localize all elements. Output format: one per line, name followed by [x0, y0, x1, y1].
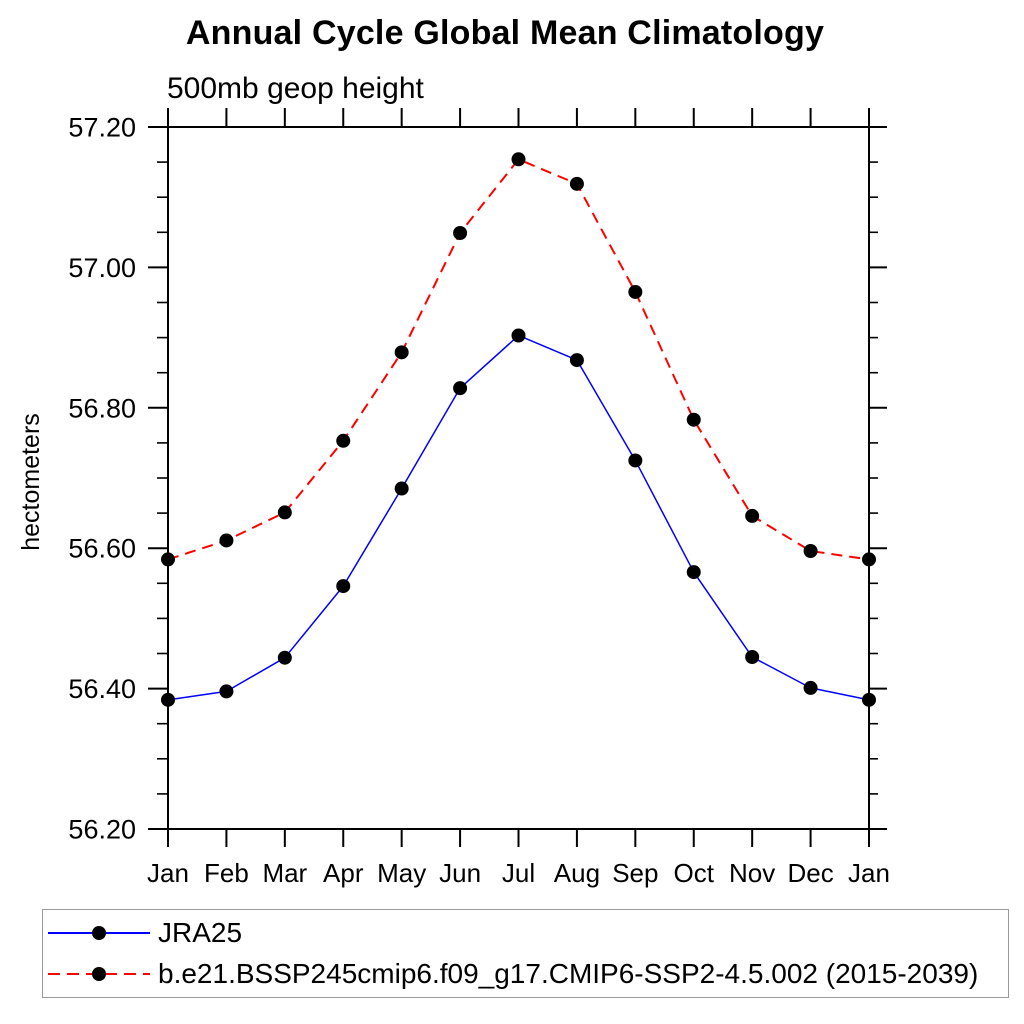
x-tick-label: Aug: [554, 858, 600, 888]
plot-frame: [167, 126, 870, 830]
data-point-marker: [453, 381, 468, 396]
legend-sample-line: [48, 967, 150, 981]
data-point-marker: [511, 152, 526, 167]
data-point-marker: [862, 692, 876, 707]
data-point-marker: [569, 353, 584, 368]
y-tick-label: 57.20: [68, 113, 136, 143]
data-point-marker: [628, 453, 643, 468]
data-point-marker: [862, 552, 876, 567]
data-point-marker: [394, 481, 409, 496]
data-point-marker: [803, 544, 818, 559]
x-tick-label: Sep: [612, 858, 658, 888]
data-point-marker: [277, 650, 292, 665]
series-line: [167, 158, 870, 561]
legend-item: b.e21.BSSP245cmip6.f09_g17.CMIP6-SSP2-4.…: [43, 954, 1008, 995]
data-point-marker: [336, 579, 351, 594]
data-point-marker: [219, 533, 234, 548]
y-tick-label: 56.20: [68, 815, 136, 845]
chart-title: Annual Cycle Global Mean Climatology: [185, 14, 825, 52]
x-tick-label: Apr: [323, 858, 364, 888]
x-tick-label: Jul: [502, 858, 535, 888]
legend-label: JRA25: [158, 917, 243, 948]
data-point-marker: [336, 433, 351, 448]
data-point-marker: [745, 508, 760, 523]
data-point-marker: [569, 176, 584, 191]
y-tick-label: 56.80: [68, 393, 136, 423]
legend-box: JRA25 b.e21.BSSP245cmip6.f09_g17.CMIP6-SS…: [42, 909, 1009, 998]
data-point-marker: [745, 650, 760, 665]
data-point-marker: [161, 552, 175, 567]
data-point-marker: [686, 412, 701, 427]
y-tick-label: 56.40: [68, 674, 136, 704]
legend-marker: [92, 967, 106, 981]
x-tick-label: Nov: [729, 858, 775, 888]
legend-sample-line: [48, 926, 150, 940]
x-tick-label: Mar: [262, 858, 307, 888]
data-point-marker: [453, 226, 468, 241]
data-point-marker: [277, 505, 292, 520]
data-point-marker: [628, 284, 643, 299]
x-tick-label: Jun: [439, 858, 481, 888]
data-point-marker: [219, 684, 234, 699]
legend-label: b.e21.BSSP245cmip6.f09_g17.CMIP6-SSP2-4.…: [158, 958, 979, 989]
legend-marker: [92, 926, 106, 940]
x-tick-label: May: [377, 858, 426, 888]
legend-item: JRA25: [43, 913, 1008, 954]
data-point-marker: [803, 680, 818, 695]
x-tick-label: Oct: [674, 858, 715, 888]
x-tick-label: Feb: [204, 858, 249, 888]
x-tick-label: Jan: [848, 858, 890, 888]
y-tick-label: 57.00: [68, 253, 136, 283]
chart-subtitle: 500mb geop height: [167, 72, 424, 105]
x-tick-label: Dec: [787, 858, 833, 888]
data-point-marker: [394, 345, 409, 360]
data-point-marker: [511, 328, 526, 343]
data-point-marker: [686, 565, 701, 580]
data-point-marker: [161, 692, 175, 707]
y-tick-label: 56.60: [68, 534, 136, 564]
x-tick-label: Jan: [147, 858, 189, 888]
